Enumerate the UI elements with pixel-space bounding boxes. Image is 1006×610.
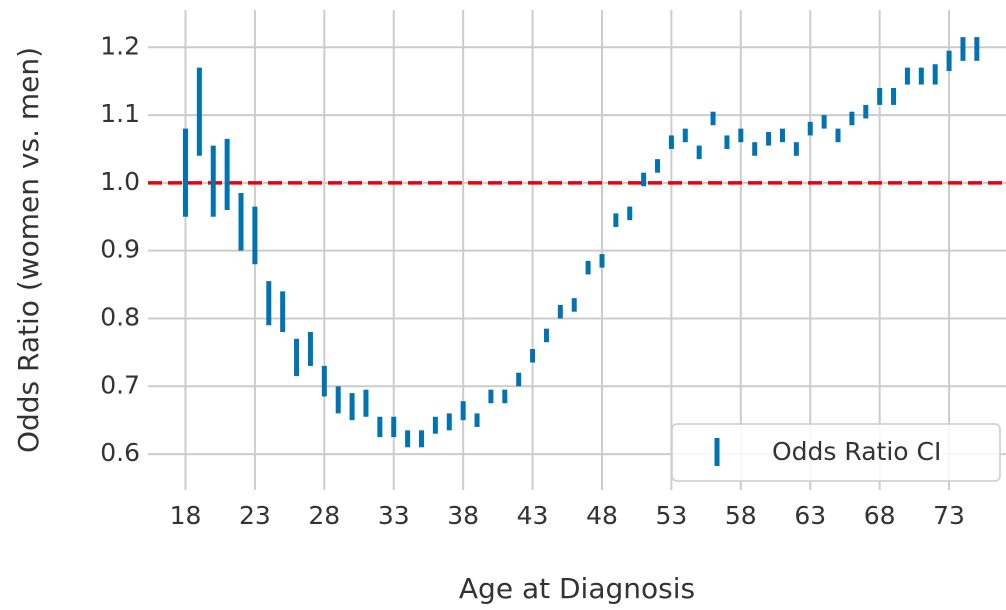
x-tick-label: 53 [656, 501, 688, 530]
y-tick-label: 1.2 [100, 31, 140, 60]
y-tick-label: 1.0 [100, 167, 140, 196]
x-tick-label: 38 [447, 501, 479, 530]
y-tick-label: 0.7 [100, 370, 140, 399]
y-tick-label: 1.1 [100, 99, 140, 128]
x-tick-label: 43 [517, 501, 549, 530]
y-tick-label: 0.6 [100, 438, 140, 467]
legend-box [671, 423, 1001, 482]
y-tick-label: 0.8 [100, 302, 140, 331]
x-tick-label: 63 [794, 501, 826, 530]
x-tick-label: 73 [933, 501, 965, 530]
legend-label: Odds Ratio CI [772, 437, 941, 466]
x-axis-label: Age at Diagnosis [459, 572, 695, 605]
x-tick-label: 28 [308, 501, 340, 530]
x-tick-label: 48 [586, 501, 618, 530]
x-tick-label: 23 [239, 501, 271, 530]
x-tick-label: 33 [378, 501, 410, 530]
y-tick-label: 0.9 [100, 235, 140, 264]
y-axis-label: Odds Ratio (women vs. men) [12, 47, 45, 453]
x-tick-label: 18 [170, 501, 202, 530]
x-tick-label: 58 [725, 501, 757, 530]
x-tick-label: 68 [864, 501, 896, 530]
